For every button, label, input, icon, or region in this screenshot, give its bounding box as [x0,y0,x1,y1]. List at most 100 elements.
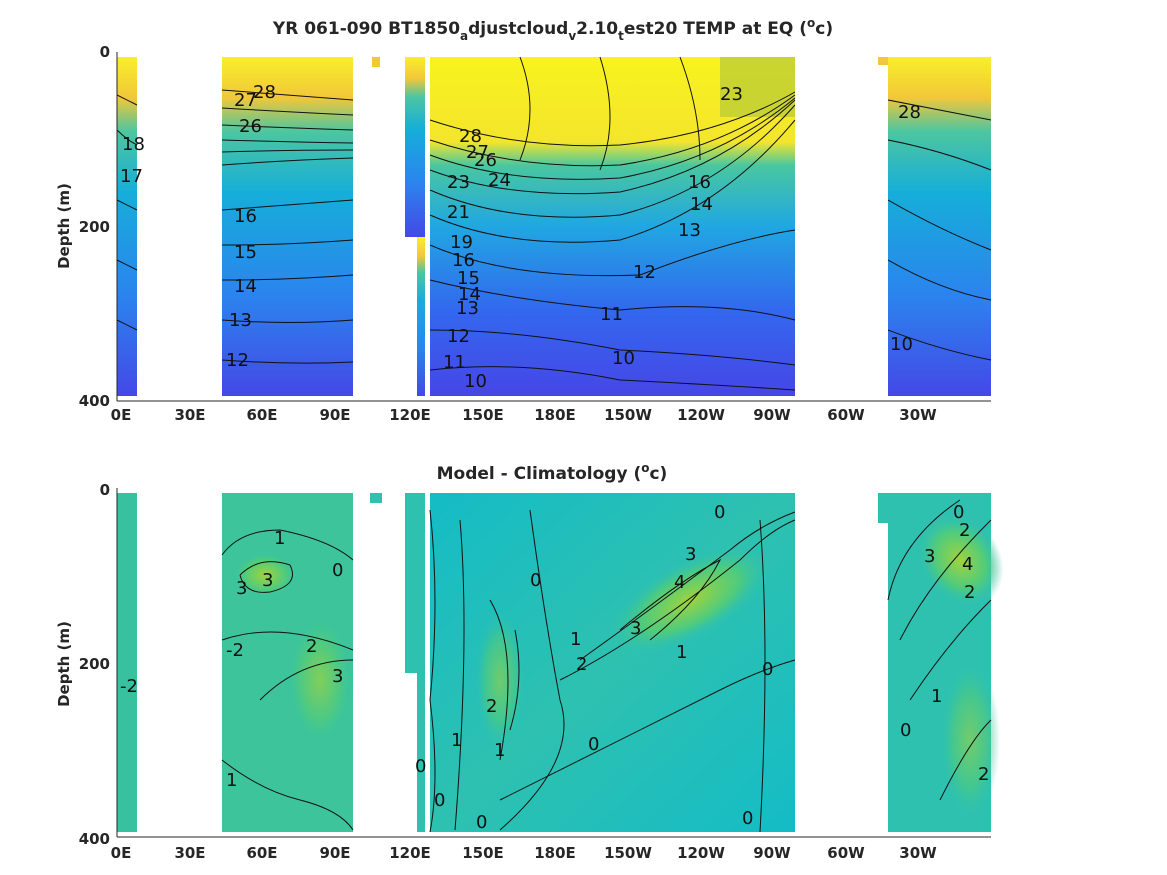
bottom-contour-label: 4 [674,572,685,593]
top-region-atlantic-west [117,57,137,396]
top-region-atlantic-east [888,57,991,396]
top-x-tick-label: 60W [827,406,865,424]
bottom-contour-label: 0 [434,790,445,811]
bottom-contour-labels: 1 3 3 0 2 3 1 0 1 2 3 4 3 1 0 0 0 0 2 1 … [120,502,989,833]
bottom-x-tick-label: 120E [389,844,431,862]
top-contour-label: 13 [456,298,479,319]
bottom-x-tick-label: 60W [827,844,865,862]
top-contour-label: 10 [464,371,487,392]
top-contour-label: 17 [120,166,143,187]
bottom-contour-label: -2 [120,676,138,697]
top-contour-label: 26 [474,150,497,171]
bottom-contour-label: 3 [924,546,935,567]
bottom-contour-label: 1 [451,730,462,751]
top-y-tick-label: 0 [100,43,110,61]
bottom-x-ticks: 0E 30E 60E 90E 120E 150E 180E 150W 120W … [111,844,938,862]
top-region-maritime-a [372,57,380,67]
bottom-contour-label: 0 [476,812,487,833]
bottom-x-tick-label: 120W [677,844,725,862]
bottom-x-tick-label: 30W [899,844,937,862]
top-contour-label: 27 [234,90,257,111]
bottom-y-tick-label: 400 [79,830,110,848]
top-contour-label: 26 [239,116,262,137]
bottom-contour-label: 1 [570,629,581,650]
bottom-contour-label: 0 [332,560,343,581]
bottom-contour-label: 1 [676,642,687,663]
bottom-x-tick-label: 30E [174,844,205,862]
top-y-ticks: 0 200 400 [79,43,110,410]
bottom-region-atlantic-west [117,493,137,832]
bottom-contour-label: 2 [978,764,989,785]
bottom-region-maritime-c [417,673,425,832]
top-y-axis-label: Depth (m) [55,183,73,269]
top-contour-label: 21 [447,202,470,223]
top-y-tick-label: 200 [79,218,110,236]
top-contour-label: 24 [488,170,511,191]
bottom-contour-label: 2 [959,520,970,541]
top-contour-label: 12 [447,326,470,347]
bottom-panel: Model - Climatology (oc) [55,461,1004,862]
bottom-title: Model - Climatology (oc) [437,461,668,484]
top-contour-label: 23 [447,172,470,193]
bottom-contour-label: 1 [931,686,942,707]
top-x-tick-label: 30E [174,406,205,424]
bottom-region-maritime-b [405,493,425,673]
bottom-y-axis-label: Depth (m) [55,621,73,707]
bottom-y-tick-label: 200 [79,655,110,673]
top-x-tick-label: 90E [319,406,350,424]
top-contour-label: 16 [234,206,257,227]
bottom-contour-label: 0 [762,659,773,680]
top-contour-label: 16 [452,250,475,271]
bottom-x-tick-label: 150W [604,844,652,862]
top-contour-label: 15 [457,268,480,289]
top-panel: YR 061-090 BT1850adjustcloudv2.10test20 … [55,16,992,424]
top-x-tick-label: 90W [753,406,791,424]
bottom-contour-label: 3 [332,666,343,687]
top-y-tick-label: 400 [79,392,110,410]
bottom-y-ticks: 0 200 400 [79,481,110,848]
bottom-contour-label: 0 [530,570,541,591]
bottom-contour-label: 3 [262,570,273,591]
bottom-hot-atlantic-deep [940,660,1000,820]
top-contour-label: 28 [459,126,482,147]
top-contour-label: 14 [234,276,257,297]
bottom-contour-label: 0 [588,734,599,755]
top-contour-label: 27 [466,142,489,163]
top-contour-label: 14 [690,194,713,215]
top-region-maritime-c [417,237,425,396]
bottom-contour-label: 0 [415,756,426,777]
bottom-contour-label: 3 [685,544,696,565]
top-contour-label: 10 [890,334,913,355]
bottom-contour-label: 1 [226,770,237,791]
top-x-tick-label: 120W [677,406,725,424]
top-contour-labels: 28 27 26 16 15 14 13 12 18 17 28 27 26 2… [120,82,921,392]
bottom-contour-label: 0 [742,808,753,829]
bottom-contour-label: 2 [964,582,975,603]
top-x-tick-label: 60E [246,406,277,424]
bottom-x-tick-label: 150E [462,844,504,862]
bottom-region-maritime-a [370,493,382,503]
top-region-pacific-east [720,57,795,117]
bottom-contour-label: 4 [962,554,973,575]
top-contour-label: 11 [600,304,623,325]
bottom-hot-atlantic [916,513,1004,607]
bottom-x-tick-label: 0E [111,844,132,862]
bottom-contour-label: 2 [306,636,317,657]
bottom-x-tick-label: 90W [753,844,791,862]
top-x-tick-label: 150W [604,406,652,424]
top-contour-label: 15 [234,242,257,263]
top-contour-label: 16 [688,172,711,193]
top-contour-label: 19 [450,232,473,253]
top-contour-label: 13 [678,220,701,241]
bottom-x-tick-label: 60E [246,844,277,862]
top-x-tick-label: 120E [389,406,431,424]
bottom-x-tick-label: 90E [319,844,350,862]
top-contours [116,56,992,391]
bottom-contour-label: 2 [486,696,497,717]
top-title: YR 061-090 BT1850adjustcloudv2.10test20 … [272,16,833,43]
top-contour-label: 28 [253,82,276,103]
top-contour-label: 18 [122,134,145,155]
bottom-y-tick-label: 0 [100,481,110,499]
top-x-tick-label: 150E [462,406,504,424]
bottom-contour-label: 3 [630,618,641,639]
